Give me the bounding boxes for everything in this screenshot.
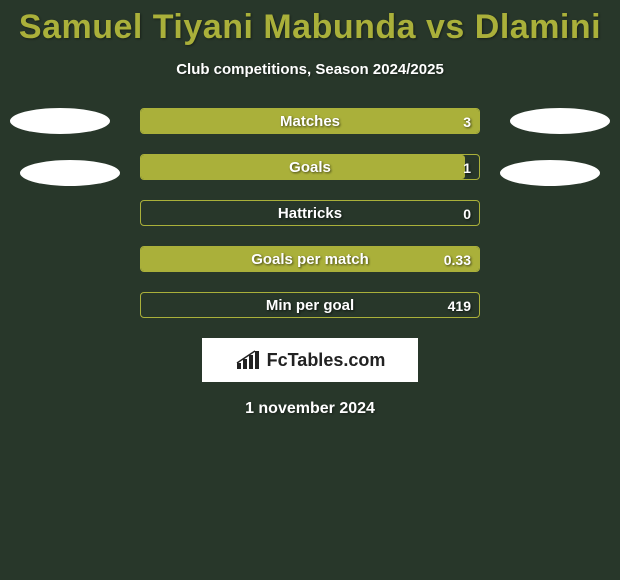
logo-chart-icon (235, 349, 261, 371)
stat-bar-value: 1 (463, 155, 471, 179)
stat-bar-label: Goals (141, 155, 479, 179)
stat-bar-label: Hattricks (141, 201, 479, 225)
stats-area: Matches3Goals1Hattricks0Goals per match0… (0, 108, 620, 318)
stat-bar-label: Matches (141, 109, 479, 133)
logo-box[interactable]: FcTables.com (202, 338, 418, 382)
bars-container: Matches3Goals1Hattricks0Goals per match0… (0, 108, 620, 318)
stat-bar-value: 0.33 (444, 247, 471, 271)
logo-inner: FcTables.com (235, 349, 386, 371)
page-title: Samuel Tiyani Mabunda vs Dlamini (0, 0, 620, 47)
player-left-ellipse-2 (20, 160, 120, 186)
player-right-ellipse-2 (500, 160, 600, 186)
player-right-ellipse-1 (510, 108, 610, 134)
stat-bar-row: Hattricks0 (140, 200, 480, 226)
stat-bar-label: Min per goal (141, 293, 479, 317)
stat-bar-row: Goals per match0.33 (140, 246, 480, 272)
date-line: 1 november 2024 (0, 400, 620, 418)
subtitle: Club competitions, Season 2024/2025 (0, 61, 620, 78)
stat-bar-label: Goals per match (141, 247, 479, 271)
stat-bar-row: Matches3 (140, 108, 480, 134)
stat-bar-value: 0 (463, 201, 471, 225)
player-left-ellipse-1 (10, 108, 110, 134)
logo-text: FcTables.com (267, 350, 386, 371)
stat-bar-value: 419 (448, 293, 471, 317)
stat-bar-value: 3 (463, 109, 471, 133)
stat-bar-row: Min per goal419 (140, 292, 480, 318)
stat-bar-row: Goals1 (140, 154, 480, 180)
